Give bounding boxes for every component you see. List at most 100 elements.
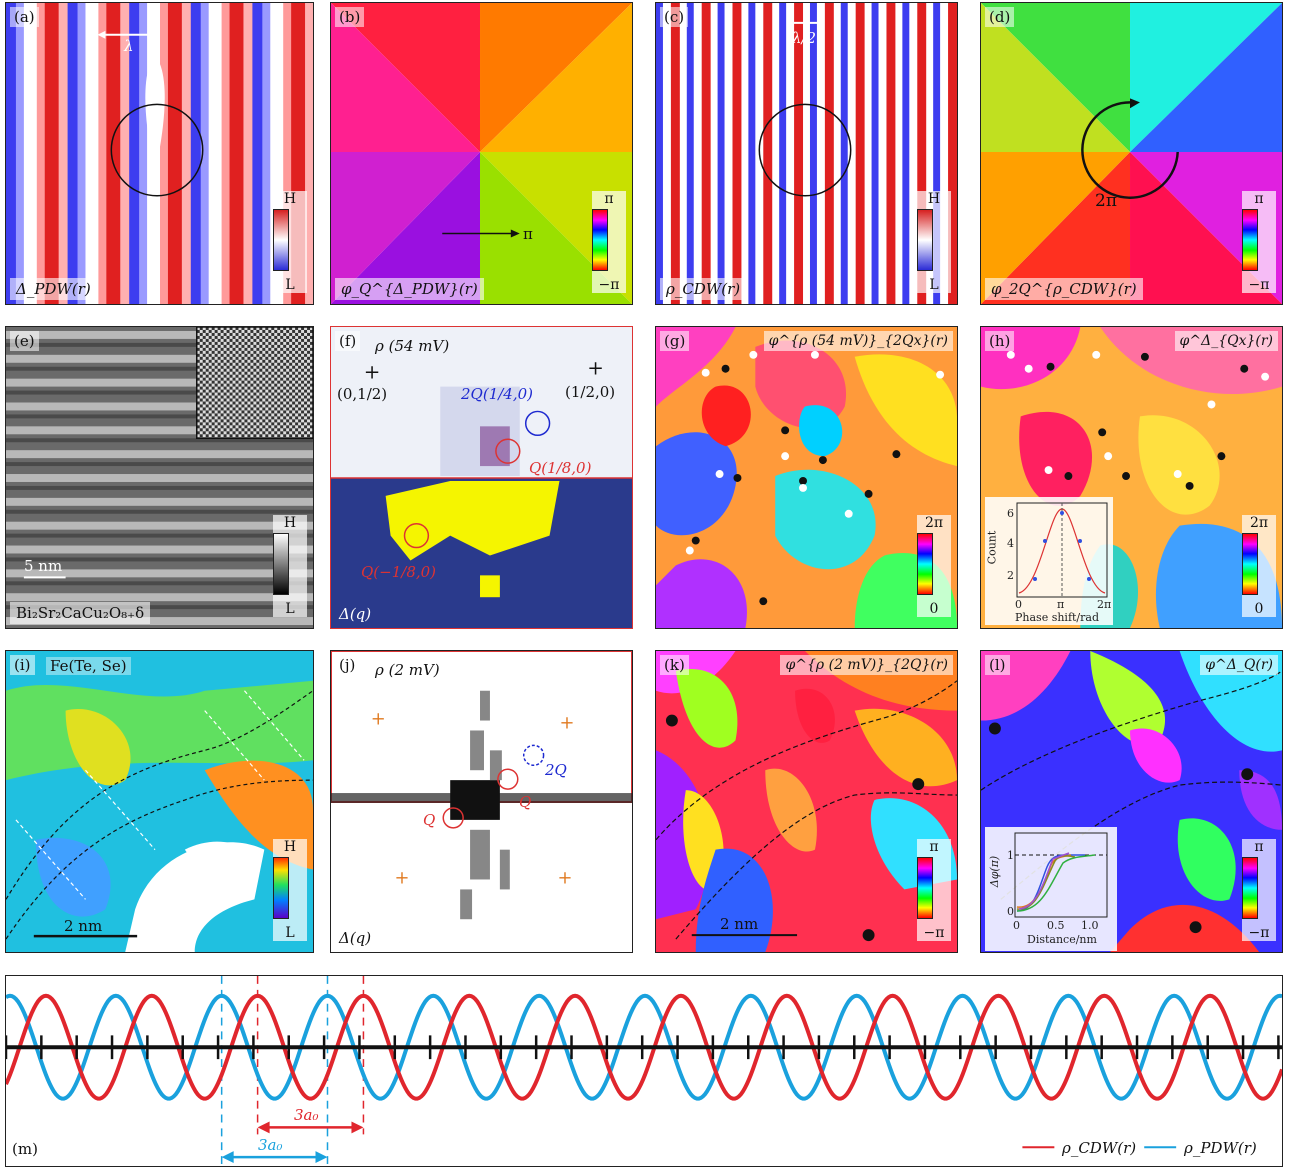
- panel-tag: (c): [660, 7, 689, 27]
- topography-image: [6, 327, 313, 628]
- lattice-point-label: (0,1/2): [337, 385, 388, 403]
- top-label: ρ (2 mV): [375, 661, 440, 679]
- inset-xtick: 0: [1015, 598, 1022, 611]
- scale-bar-label: 5 nm: [24, 557, 63, 575]
- scale-bar-label: 2 nm: [64, 917, 103, 935]
- panel-label: φ^{ρ (2 mV)}_{2Q}(r): [780, 655, 953, 675]
- top-label: ρ (54 mV): [375, 337, 450, 355]
- inset-xlabel: Distance/nm: [1027, 933, 1097, 946]
- cdw-period-label: 3a₀: [294, 1106, 319, 1124]
- panel-tag: (i): [10, 655, 35, 675]
- cdw-wave: [6, 993, 1282, 1101]
- panel-c: (c) λ/2 ρ_CDW(r) H L: [655, 2, 958, 305]
- panel-h: (h) φ^Δ_{Qx}(r) Count 6 4 2 0 π 2π Phase…: [980, 326, 1283, 629]
- svg-text:+: +: [559, 712, 574, 733]
- panel-label: Δ_PDW(r): [10, 278, 97, 300]
- material-label: Fe(Te, Se): [46, 657, 131, 675]
- panel-tag: (a): [10, 7, 39, 27]
- inset-xtick: 0: [1013, 919, 1020, 932]
- panel-tag: (f): [335, 331, 361, 351]
- panel-b: (b) π φ_Q^{Δ_PDW}(r) π −π: [330, 2, 633, 305]
- inset-ytick: 4: [1007, 537, 1014, 550]
- panel-label: ρ_CDW(r): [660, 278, 747, 300]
- svg-text:+: +: [587, 357, 604, 380]
- phase-map: [331, 3, 632, 304]
- bottom-label: Δ(q): [339, 929, 372, 947]
- phase-step-inset: Δφ(π) 1 0 0 0.5 1.0 Distance/nm: [985, 827, 1117, 951]
- pdw-stripes: [6, 3, 313, 304]
- inset-ylabel: Δφ(π): [988, 855, 1002, 888]
- bottom-label: Δ(q): [339, 605, 372, 623]
- phase-map: [656, 327, 957, 628]
- panel-tag: (d): [985, 7, 1015, 27]
- colorbar: π −π: [592, 191, 626, 293]
- pdw-wave: [6, 993, 1282, 1101]
- panel-g: (g) φ^{ρ (54 mV)}_{2Qx}(r) 2π 0: [655, 326, 958, 629]
- colorbar: π −π: [917, 839, 951, 941]
- panel-label: φ^Δ_{Qx}(r): [1174, 331, 1278, 351]
- colorbar: H L: [273, 839, 307, 941]
- colorbar: 2π 0: [917, 515, 951, 617]
- period-markers: [220, 976, 365, 1166]
- inset-xtick: 2π: [1097, 598, 1112, 611]
- panel-a: (a) λ Δ_PDW(r) H L: [5, 2, 314, 305]
- svg-text:+: +: [364, 361, 381, 384]
- panel-e: (e) 5 nm Bi₂Sr₂CaCu₂O₈₊δ H L: [5, 326, 314, 629]
- inset-ylabel: Count: [985, 530, 999, 565]
- colorbar: π −π: [1242, 191, 1276, 293]
- material-label: Bi₂Sr₂CaCu₂O₈₊δ: [10, 602, 151, 624]
- wavevector-q-label: Q(1/8,0): [529, 459, 592, 477]
- panel-tag: (g): [660, 331, 690, 351]
- colorbar: H L: [917, 191, 951, 293]
- svg-text:+: +: [557, 867, 572, 888]
- wavevector-2q-label: 2Q(1/4,0): [461, 385, 533, 403]
- phase-map: [656, 651, 957, 952]
- histogram-plot: [1016, 502, 1108, 598]
- panel-j: + + + + (j) ρ (2 mV) 2Q Q Q Δ(q): [330, 650, 633, 953]
- inset-ytick: 1: [1007, 849, 1014, 862]
- pi-arrow-label: π: [523, 225, 533, 243]
- fourier-map: + +: [331, 327, 632, 628]
- pdw-period-label: 3a₀: [258, 1136, 283, 1154]
- inset-xlabel: Phase shift/rad: [1015, 611, 1099, 624]
- panel-label: φ_Q^{Δ_PDW}(r): [335, 278, 484, 300]
- colorbar: 2π 0: [1242, 515, 1276, 617]
- phase-step-plot: [1014, 832, 1108, 918]
- winding-label: 2π: [1095, 191, 1117, 211]
- colorbar: H L: [273, 191, 307, 293]
- inset-ytick: 0: [1007, 905, 1014, 918]
- fourier-map: + + + +: [331, 651, 632, 952]
- panel-d: (d) 2π φ_2Q^{ρ_CDW}(r) π −π: [980, 2, 1283, 305]
- inset-xtick: π: [1057, 598, 1065, 611]
- wave-schematic: [6, 976, 1282, 1166]
- gap-map: [6, 651, 313, 952]
- phase-shift-histogram-inset: Count 6 4 2 0 π 2π Phase shift/rad: [985, 497, 1113, 625]
- lattice-point-label: (1/2,0): [565, 383, 616, 401]
- panel-k: (k) φ^{ρ (2 mV)}_{2Q}(r) 2 nm π −π: [655, 650, 958, 953]
- lattice-ticks: [6, 1035, 1280, 1060]
- panel-tag: (j): [335, 655, 360, 675]
- svg-text:+: +: [395, 867, 410, 888]
- colorbar: π −π: [1242, 839, 1276, 941]
- wavevector-2q-label: 2Q: [545, 761, 567, 779]
- legend-cdw-label: ρ_CDW(r): [1062, 1139, 1137, 1157]
- panel-tag: (h): [985, 331, 1015, 351]
- panel-l: (l) φ^Δ_Q(r) Δφ(π) 1 0 0 0.5 1.0 Distanc…: [980, 650, 1283, 953]
- inset-ytick: 6: [1007, 507, 1014, 520]
- scale-bar-label: 2 nm: [720, 915, 759, 933]
- panel-m: (m) 3a₀ 3a₀ ρ_CDW(r) ρ_PDW(r): [5, 975, 1283, 1167]
- panel-tag: (b): [335, 7, 365, 27]
- wavevector-qneg-label: Q(−1/8,0): [361, 563, 437, 581]
- inset-ytick: 2: [1007, 569, 1014, 582]
- panel-label: φ_2Q^{ρ_CDW}(r): [985, 278, 1143, 300]
- cdw-stripes: [656, 3, 957, 304]
- panel-label: φ^Δ_Q(r): [1200, 655, 1278, 675]
- panel-tag: (k): [660, 655, 689, 675]
- wavevector-q-label: Q: [519, 793, 532, 811]
- panel-i: (i) Fe(Te, Se) 2 nm H L: [5, 650, 314, 953]
- inset-xtick: 1.0: [1081, 919, 1099, 932]
- panel-tag: (l): [985, 655, 1010, 675]
- svg-text:+: +: [371, 709, 386, 730]
- phase-map: [981, 3, 1282, 304]
- wavevector-qneg-label: Q: [423, 811, 436, 829]
